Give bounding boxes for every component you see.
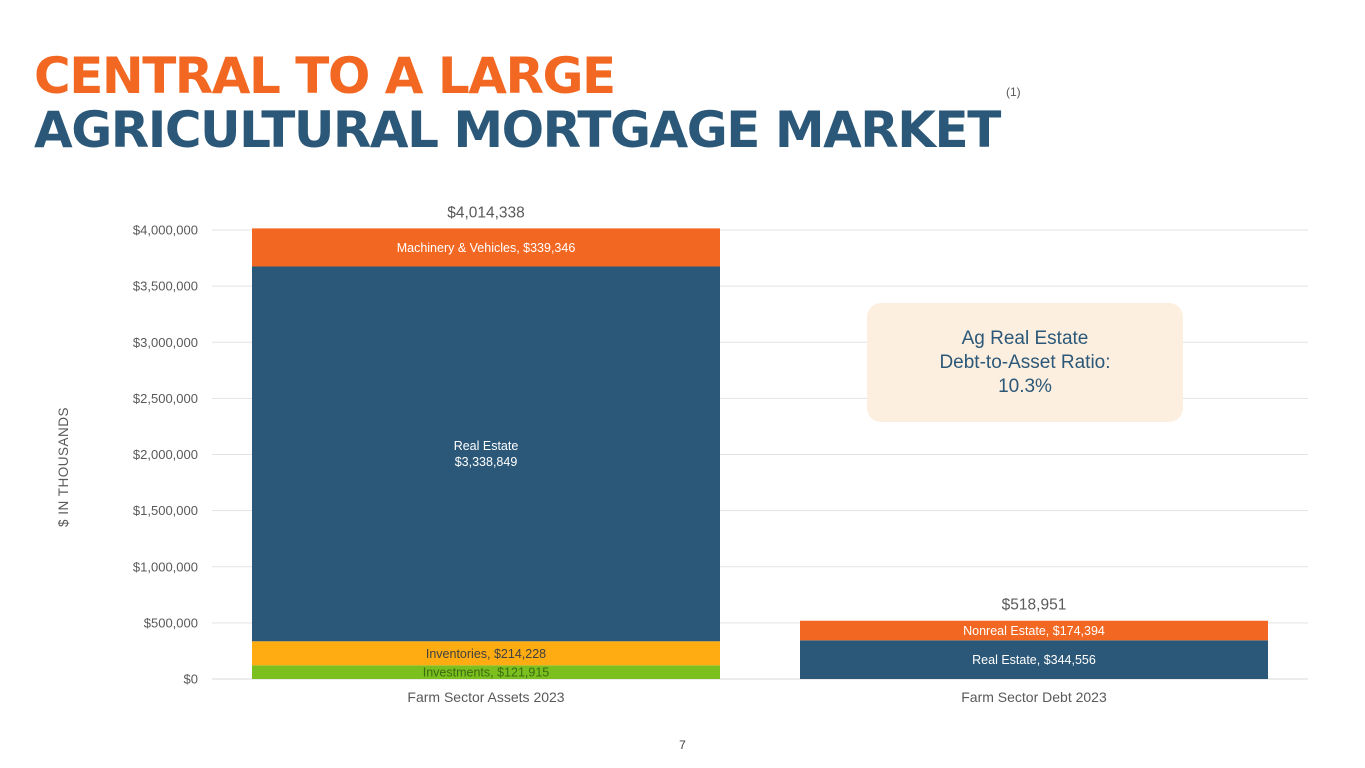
segment-value-label: $3,338,849 <box>455 455 518 469</box>
title-line-1: CENTRAL TO A LARGE <box>34 47 616 105</box>
title-line-2: AGRICULTURAL MORTGAGE MARKET <box>34 101 1001 159</box>
y-tick-label: $4,000,000 <box>133 223 198 238</box>
bar-segment <box>800 640 1268 679</box>
y-tick-label: $3,500,000 <box>133 279 198 294</box>
y-tick-label: $1,000,000 <box>133 559 198 574</box>
y-tick-label: $2,000,000 <box>133 447 198 462</box>
segment-label: Inventories, $214,228 <box>426 647 546 661</box>
callout-line-2: Debt-to-Asset Ratio: <box>939 351 1111 373</box>
y-tick-label: $1,500,000 <box>133 503 198 518</box>
segment-label: Nonreal Estate, $174,394 <box>963 624 1105 638</box>
segment-label: Investments, $121,915 <box>423 666 550 680</box>
y-tick-label: $3,000,000 <box>133 335 198 350</box>
segment-label: Real Estate, $344,556 <box>972 653 1096 667</box>
y-axis-title: $ IN THOUSANDS <box>56 407 71 527</box>
bar-total-label: $518,951 <box>1002 597 1067 614</box>
x-category-label: Farm Sector Debt 2023 <box>961 689 1107 705</box>
y-tick-label: $500,000 <box>144 615 198 630</box>
callout-line-3: 10.3% <box>998 375 1052 397</box>
bar-total-label: $4,014,338 <box>447 204 525 221</box>
x-category-label: Farm Sector Assets 2023 <box>407 689 564 705</box>
footnote-marker: (1) <box>1006 85 1021 99</box>
bar-segment <box>252 228 720 267</box>
page-number: 7 <box>679 738 686 752</box>
bar-segment <box>252 266 720 642</box>
callout-line-1: Ag Real Estate <box>961 327 1089 349</box>
segment-label: Machinery & Vehicles, $339,346 <box>397 241 576 255</box>
debt-to-asset-callout: Ag Real Estate Debt-to-Asset Ratio: 10.3… <box>867 303 1183 422</box>
y-tick-label: $2,500,000 <box>133 391 198 406</box>
segment-label: Real Estate <box>454 439 519 453</box>
y-tick-label: $0 <box>184 672 198 687</box>
bar-segment <box>252 641 720 666</box>
bar-segment <box>252 665 720 679</box>
bar-segment <box>800 620 1268 641</box>
